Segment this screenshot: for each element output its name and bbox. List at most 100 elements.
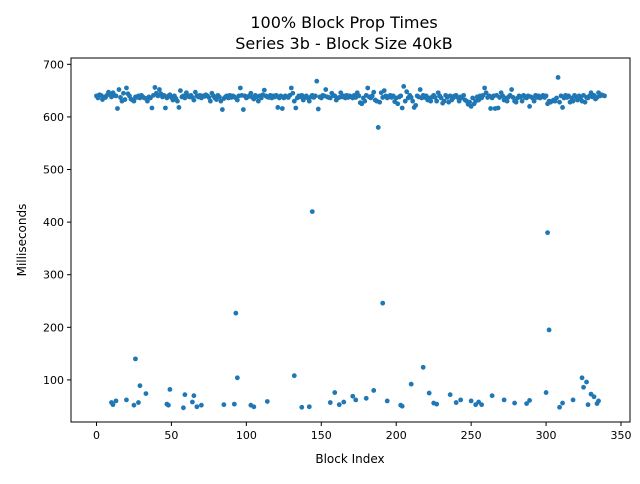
data-point <box>432 95 438 100</box>
data-point <box>420 364 426 370</box>
data-point <box>275 105 281 110</box>
data-point <box>513 99 519 105</box>
y-axis-label: Milliseconds <box>15 204 29 277</box>
data-point <box>299 404 305 410</box>
data-point <box>488 106 494 111</box>
data-point <box>489 393 495 399</box>
data-point <box>582 99 588 105</box>
x-tick-label: 50 <box>164 429 178 442</box>
x-tick-label: 300 <box>536 429 557 442</box>
data-point <box>233 310 239 316</box>
data-point <box>555 75 561 80</box>
data-point <box>404 89 410 95</box>
data-point <box>375 125 381 130</box>
data-point <box>602 93 607 99</box>
data-point <box>248 90 254 96</box>
data-point <box>410 98 416 104</box>
data-point <box>178 88 183 94</box>
data-point <box>167 386 173 392</box>
data-point <box>152 85 158 90</box>
data-point <box>237 85 243 91</box>
data-point <box>584 379 589 385</box>
data-point <box>145 98 150 104</box>
data-point <box>189 399 195 405</box>
data-point <box>377 99 383 105</box>
data-point <box>527 398 532 403</box>
data-point <box>408 95 414 100</box>
data-point <box>118 95 123 100</box>
data-point <box>133 356 138 362</box>
data-point <box>434 401 440 407</box>
data-point <box>131 402 137 408</box>
data-point <box>482 85 488 91</box>
data-point <box>441 98 447 104</box>
data-point <box>408 381 414 387</box>
data-point <box>570 98 576 104</box>
data-point <box>279 106 285 111</box>
data-point <box>371 89 377 95</box>
data-point <box>221 402 227 408</box>
data-point <box>380 300 386 306</box>
data-point <box>363 395 369 401</box>
data-point <box>240 107 246 112</box>
data-point <box>596 398 601 404</box>
data-point <box>479 402 485 408</box>
data-point <box>315 106 321 112</box>
data-point <box>124 397 129 403</box>
data-point <box>417 87 423 92</box>
data-point <box>468 398 474 404</box>
data-point <box>467 99 473 105</box>
data-point <box>306 98 312 104</box>
data-point <box>157 87 162 92</box>
data-point <box>350 393 356 399</box>
data-point <box>255 98 261 104</box>
data-point <box>231 401 237 407</box>
data-point <box>261 87 267 93</box>
x-tick-label: 350 <box>611 429 632 442</box>
data-point <box>560 400 565 406</box>
data-point <box>470 95 476 101</box>
data-point <box>323 87 329 92</box>
data-point <box>314 78 320 84</box>
data-point <box>371 388 377 393</box>
data-point <box>291 98 297 104</box>
x-tick-label: 100 <box>236 429 257 442</box>
data-point <box>312 93 318 99</box>
data-point <box>166 402 171 408</box>
chart-subtitle: Series 3b - Block Size 40kB <box>235 34 452 53</box>
data-point <box>585 402 591 408</box>
data-point <box>192 89 198 95</box>
data-point <box>176 105 182 110</box>
data-point <box>291 373 297 379</box>
x-tick-label: 250 <box>461 429 482 442</box>
y-tick-label: 500 <box>43 164 64 177</box>
x-tick-label: 150 <box>311 429 332 442</box>
data-point <box>137 383 143 389</box>
data-point <box>560 105 565 110</box>
data-point <box>293 105 299 111</box>
y-tick-label: 300 <box>43 269 64 282</box>
data-point <box>510 95 516 100</box>
data-point <box>402 98 408 104</box>
data-point <box>149 105 155 111</box>
data-point <box>413 102 419 108</box>
y-tick-label: 400 <box>43 216 64 229</box>
data-point <box>365 85 371 91</box>
data-point <box>341 399 347 405</box>
data-point <box>570 397 576 403</box>
data-point <box>131 98 137 104</box>
data-point <box>191 393 197 399</box>
data-point <box>456 98 462 104</box>
data-point <box>434 98 440 104</box>
data-point <box>206 95 212 100</box>
data-point <box>251 404 257 410</box>
data-point <box>121 90 126 96</box>
data-point <box>143 391 149 396</box>
data-point <box>399 403 405 409</box>
data-point <box>428 98 434 104</box>
x-axis-label: Block Index <box>315 452 384 466</box>
data-point <box>362 98 368 104</box>
data-point <box>461 92 467 98</box>
data-point <box>579 375 585 381</box>
